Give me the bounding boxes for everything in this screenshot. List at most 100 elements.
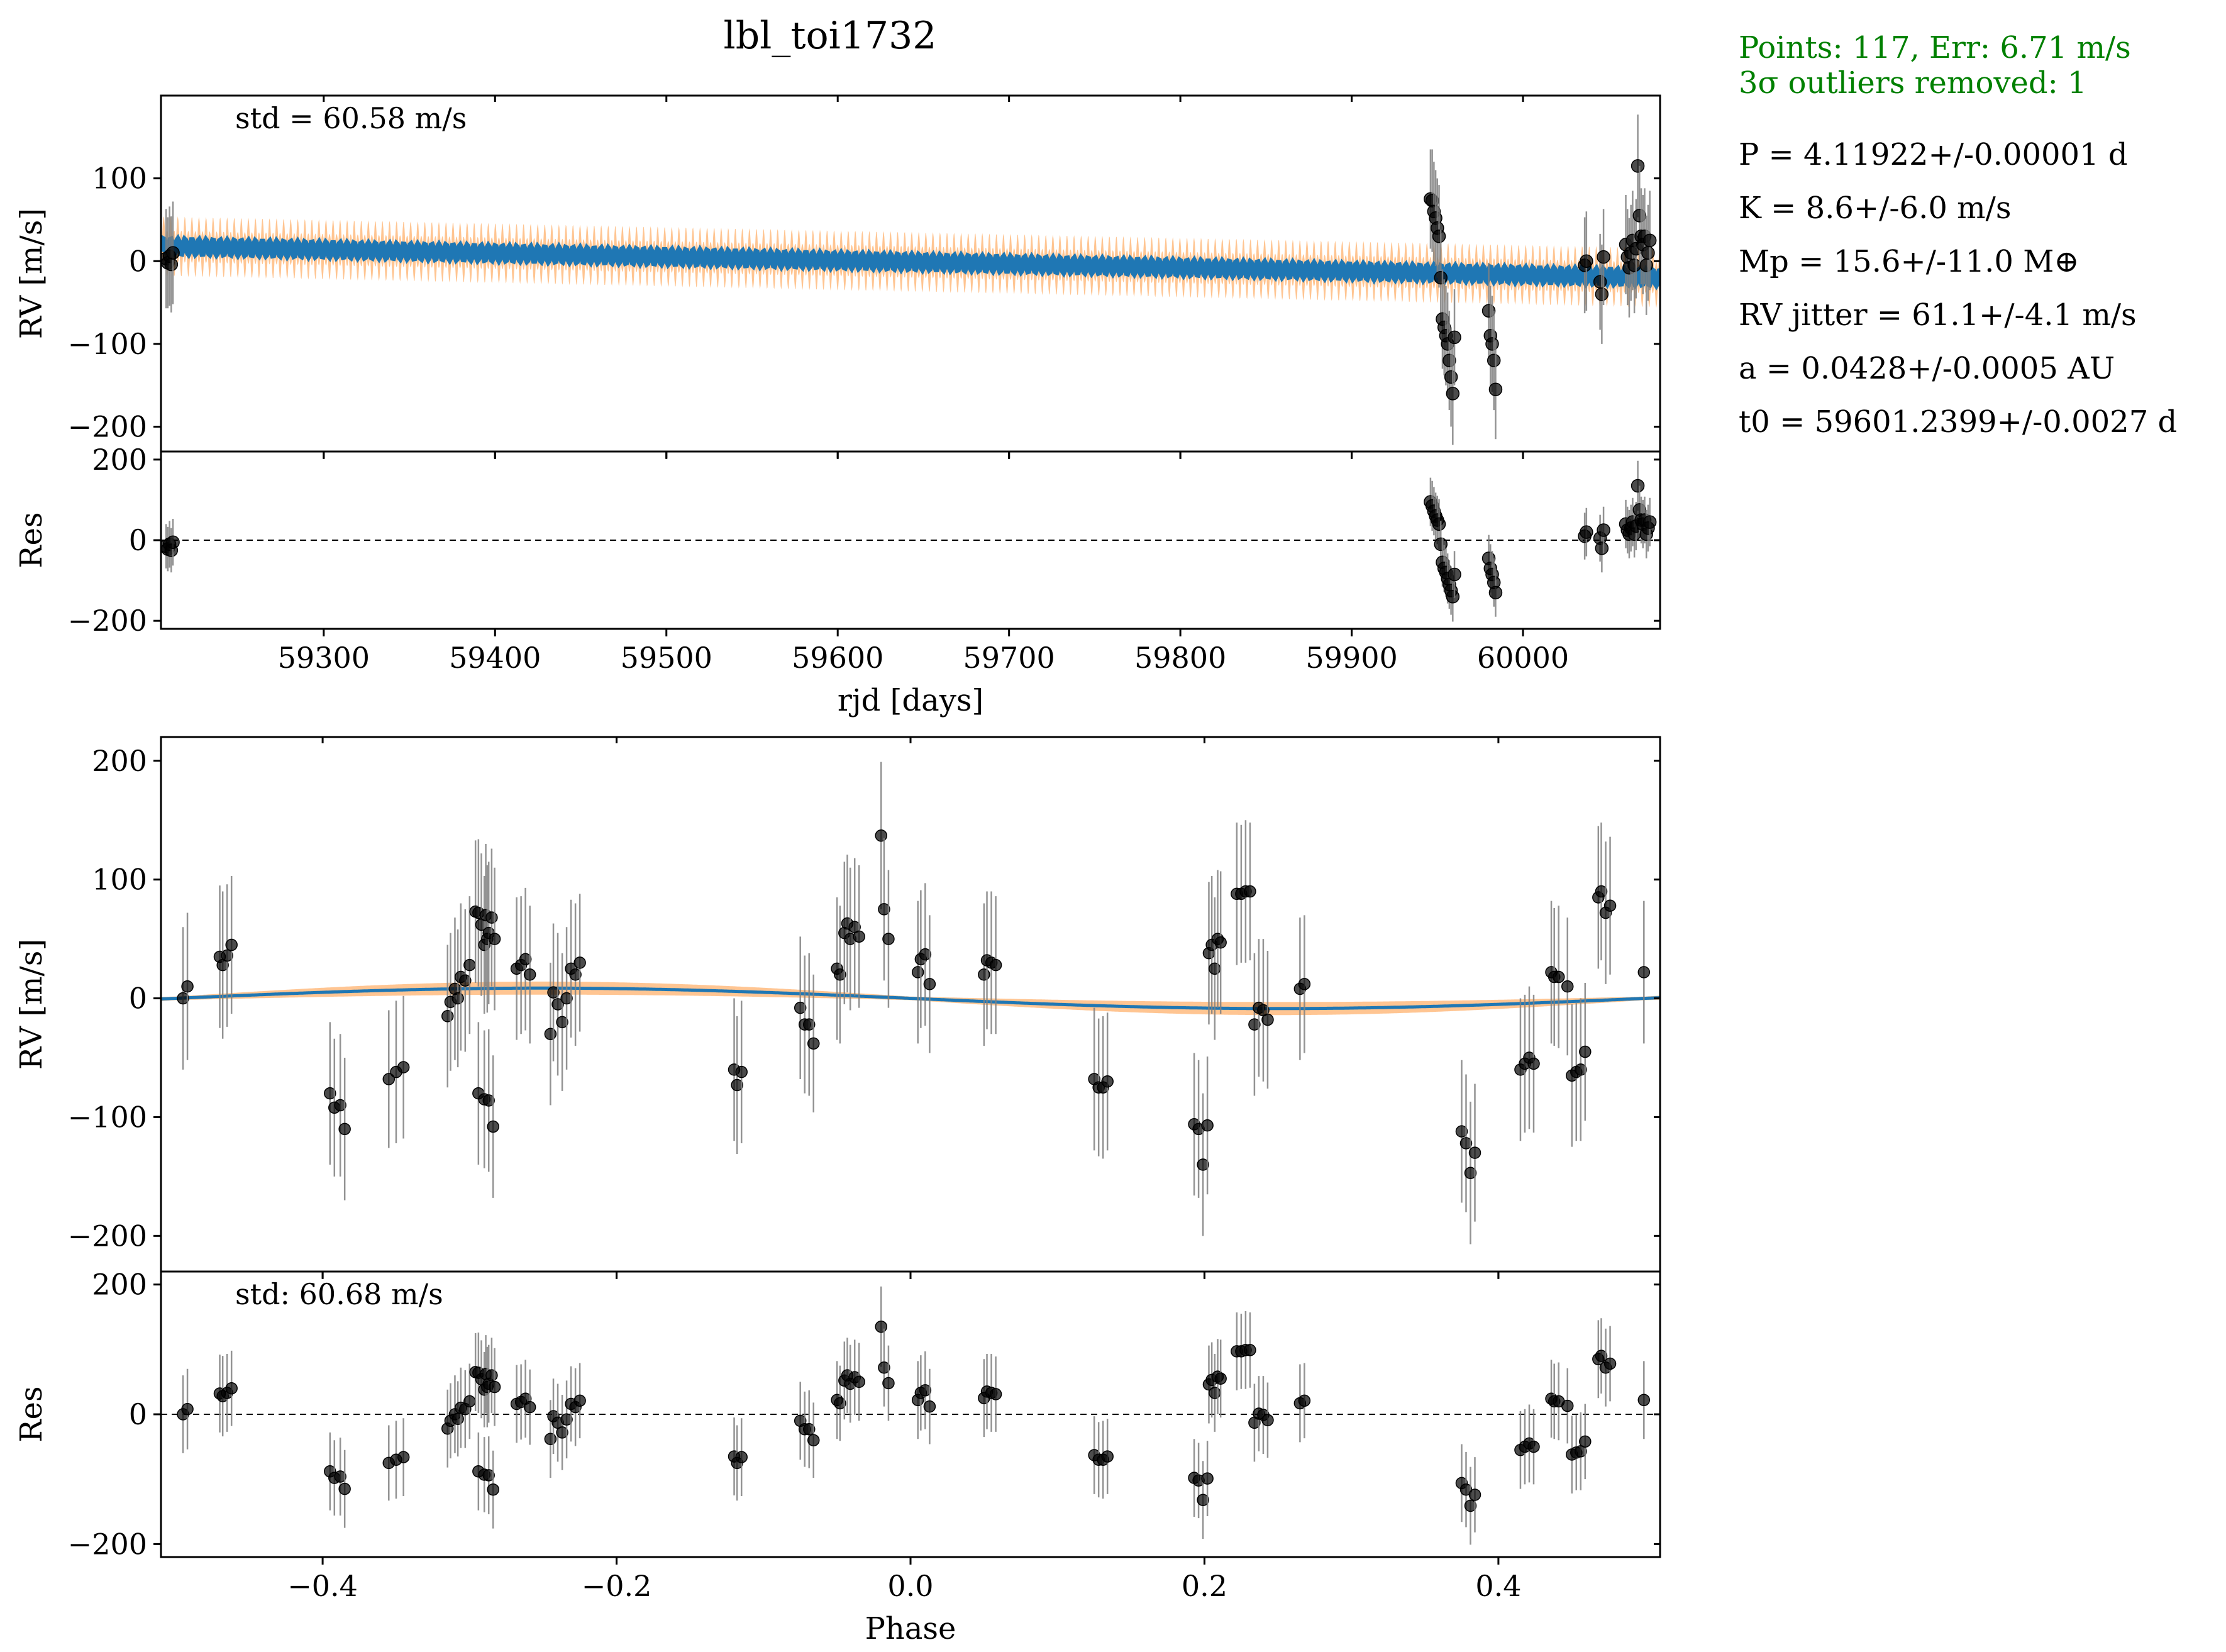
y-axis-label: Res	[14, 512, 49, 568]
data-point	[1580, 254, 1593, 269]
data-point	[1432, 230, 1446, 243]
data-point	[875, 829, 888, 842]
data-point	[488, 1380, 501, 1394]
data-point	[560, 992, 573, 1005]
data-point	[1579, 1045, 1592, 1058]
data-point	[573, 956, 586, 969]
plot-area	[161, 114, 1660, 445]
data-point	[853, 930, 865, 943]
data-point	[807, 1434, 820, 1447]
data-point	[1639, 258, 1653, 272]
data-point	[1209, 1387, 1221, 1399]
y-tick-label: 0	[129, 1397, 147, 1431]
data-point	[1597, 523, 1610, 537]
y-tick-label: −200	[68, 1219, 147, 1253]
data-point	[1468, 1146, 1481, 1159]
data-point	[463, 958, 476, 972]
points-summary: Points: 117, Err: 6.71 m/s	[1739, 30, 2131, 65]
y-tick-label: 100	[92, 863, 147, 897]
data-point	[1261, 1013, 1274, 1026]
data-point	[523, 1400, 536, 1414]
data-point	[338, 1123, 351, 1136]
data-point	[482, 1469, 495, 1482]
x-tick-label: 0.4	[1475, 1569, 1521, 1603]
y-axis-label: RV [m/s]	[14, 208, 49, 339]
data-point	[1637, 966, 1651, 978]
x-tick-label: 0.2	[1182, 1569, 1227, 1603]
y-tick-label: −100	[68, 1100, 147, 1134]
data-point	[451, 1412, 464, 1425]
data-point	[735, 1451, 748, 1463]
data-point	[853, 1375, 865, 1389]
param-semi-amplitude: K = 8.6+/-6.0 m/s	[1739, 191, 2012, 226]
data-point	[166, 246, 180, 260]
x-tick-label: 59600	[792, 641, 883, 675]
data-point	[382, 1073, 396, 1085]
data-point	[1434, 270, 1448, 285]
data-point	[1298, 978, 1311, 990]
model-line	[161, 233, 1660, 291]
param-semi-major-axis: a = 0.0428+/-0.0005 AU	[1739, 351, 2115, 386]
data-point	[919, 948, 932, 961]
data-point	[1580, 525, 1593, 539]
data-point	[397, 1451, 410, 1463]
y-tick-label: 0	[129, 244, 147, 278]
data-point	[544, 1028, 557, 1040]
data-point	[459, 974, 472, 987]
data-point	[1642, 515, 1657, 529]
std-annotation: std = 60.58 m/s	[235, 101, 467, 135]
data-point	[334, 1099, 346, 1112]
data-point	[1603, 1357, 1617, 1370]
data-point	[225, 938, 238, 951]
data-point	[397, 1061, 410, 1073]
data-point	[834, 968, 846, 981]
data-point	[181, 980, 194, 993]
data-point	[487, 1120, 499, 1133]
data-point	[1298, 1394, 1311, 1407]
data-point	[1446, 589, 1460, 604]
data-point	[1595, 287, 1609, 301]
model-line	[161, 986, 1660, 1011]
x-tick-label: 59300	[278, 641, 370, 675]
data-point	[523, 968, 536, 981]
y-tick-label: −200	[68, 1527, 147, 1561]
x-tick-label: −0.4	[287, 1569, 358, 1603]
y-tick-label: 200	[92, 1268, 147, 1302]
data-point	[989, 958, 1002, 972]
data-point	[1561, 980, 1574, 993]
data-point	[919, 1384, 932, 1397]
y-tick-label: 200	[92, 744, 147, 778]
y-tick-label: 0	[129, 523, 147, 557]
data-point	[485, 1369, 498, 1382]
data-point	[177, 992, 189, 1005]
data-point	[1631, 159, 1645, 173]
y-tick-label: −100	[68, 327, 147, 361]
data-point	[1446, 387, 1460, 401]
data-point	[1464, 1499, 1477, 1512]
data-point	[882, 1377, 895, 1390]
data-point	[875, 1320, 888, 1333]
x-tick-label: 59700	[963, 641, 1055, 675]
data-point	[451, 992, 464, 1005]
data-point	[1261, 1414, 1274, 1427]
data-point	[1101, 1075, 1114, 1088]
data-point	[1459, 1137, 1473, 1150]
data-point	[794, 1001, 807, 1014]
data-point	[978, 968, 990, 981]
data-point	[1593, 275, 1607, 289]
data-point	[1214, 936, 1227, 949]
data-point	[551, 998, 564, 1011]
data-point	[1603, 899, 1617, 912]
x-tick-label: 59400	[449, 641, 541, 675]
data-point	[1597, 250, 1610, 264]
data-point	[334, 1470, 346, 1483]
x-tick-label: −0.2	[582, 1569, 652, 1603]
data-point	[878, 1361, 890, 1374]
plot-area	[161, 762, 1660, 1245]
data-point	[834, 1397, 846, 1410]
data-point	[569, 968, 582, 981]
data-point	[735, 1065, 748, 1078]
data-point	[1488, 585, 1503, 600]
data-point	[1595, 541, 1609, 555]
data-point	[1527, 1057, 1540, 1070]
